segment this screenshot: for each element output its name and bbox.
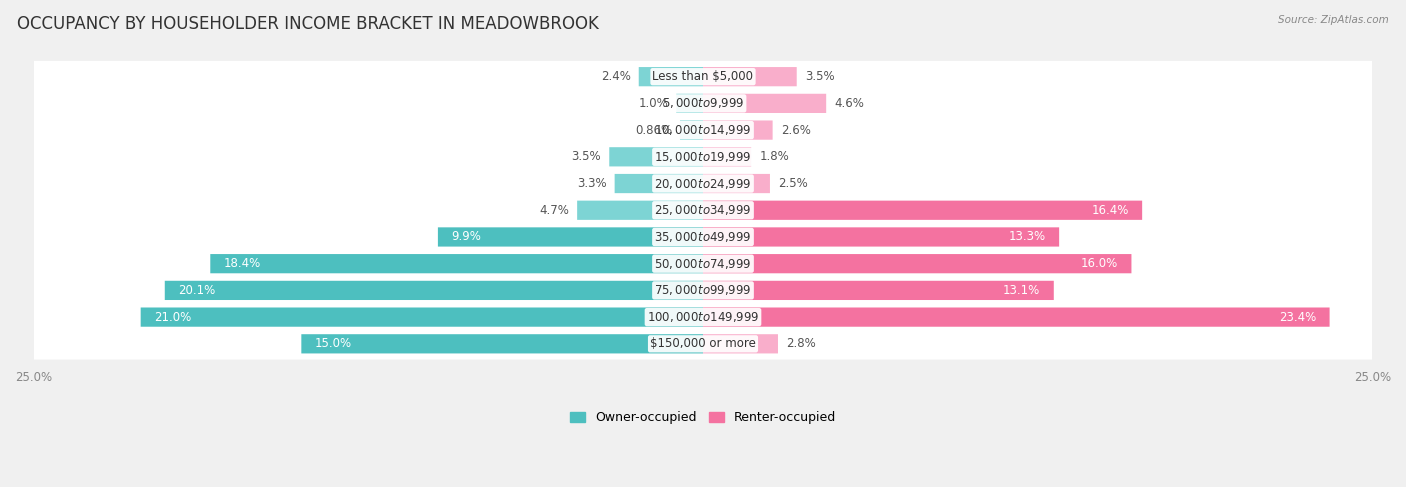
FancyBboxPatch shape <box>703 334 778 354</box>
Text: $50,000 to $74,999: $50,000 to $74,999 <box>654 257 752 271</box>
Text: 20.1%: 20.1% <box>179 284 215 297</box>
Text: 16.0%: 16.0% <box>1081 257 1118 270</box>
Text: 15.0%: 15.0% <box>315 337 352 350</box>
FancyBboxPatch shape <box>703 307 1330 327</box>
FancyBboxPatch shape <box>165 281 703 300</box>
FancyBboxPatch shape <box>30 194 1376 226</box>
Text: 1.0%: 1.0% <box>638 97 668 110</box>
Text: OCCUPANCY BY HOUSEHOLDER INCOME BRACKET IN MEADOWBROOK: OCCUPANCY BY HOUSEHOLDER INCOME BRACKET … <box>17 15 599 33</box>
Text: Source: ZipAtlas.com: Source: ZipAtlas.com <box>1278 15 1389 25</box>
Text: 23.4%: 23.4% <box>1279 311 1316 323</box>
FancyBboxPatch shape <box>30 221 1376 253</box>
Text: 4.6%: 4.6% <box>834 97 865 110</box>
Text: $75,000 to $99,999: $75,000 to $99,999 <box>654 283 752 298</box>
Text: 18.4%: 18.4% <box>224 257 262 270</box>
FancyBboxPatch shape <box>614 174 703 193</box>
FancyBboxPatch shape <box>211 254 703 273</box>
Text: 3.3%: 3.3% <box>576 177 606 190</box>
FancyBboxPatch shape <box>703 120 773 140</box>
FancyBboxPatch shape <box>30 114 1376 146</box>
Text: 13.3%: 13.3% <box>1008 230 1046 244</box>
FancyBboxPatch shape <box>703 281 1053 300</box>
FancyBboxPatch shape <box>30 248 1376 280</box>
FancyBboxPatch shape <box>703 94 827 113</box>
FancyBboxPatch shape <box>576 201 703 220</box>
Text: 3.5%: 3.5% <box>572 150 602 163</box>
Text: 21.0%: 21.0% <box>155 311 191 323</box>
FancyBboxPatch shape <box>30 61 1376 93</box>
FancyBboxPatch shape <box>703 254 1132 273</box>
Text: 9.9%: 9.9% <box>451 230 481 244</box>
Text: 16.4%: 16.4% <box>1091 204 1129 217</box>
Text: 3.5%: 3.5% <box>804 70 834 83</box>
Text: 2.6%: 2.6% <box>780 124 810 136</box>
Text: 1.8%: 1.8% <box>759 150 789 163</box>
FancyBboxPatch shape <box>703 227 1059 246</box>
FancyBboxPatch shape <box>30 141 1376 172</box>
Text: 13.1%: 13.1% <box>1002 284 1040 297</box>
Text: 2.8%: 2.8% <box>786 337 815 350</box>
Text: $15,000 to $19,999: $15,000 to $19,999 <box>654 150 752 164</box>
Text: 2.4%: 2.4% <box>600 70 631 83</box>
Text: 0.86%: 0.86% <box>636 124 672 136</box>
Text: $100,000 to $149,999: $100,000 to $149,999 <box>647 310 759 324</box>
Text: 2.5%: 2.5% <box>778 177 807 190</box>
FancyBboxPatch shape <box>30 301 1376 333</box>
FancyBboxPatch shape <box>703 201 1142 220</box>
FancyBboxPatch shape <box>30 168 1376 199</box>
FancyBboxPatch shape <box>30 275 1376 306</box>
Text: $25,000 to $34,999: $25,000 to $34,999 <box>654 203 752 217</box>
Legend: Owner-occupied, Renter-occupied: Owner-occupied, Renter-occupied <box>565 406 841 429</box>
FancyBboxPatch shape <box>609 147 703 167</box>
FancyBboxPatch shape <box>676 94 703 113</box>
Text: 4.7%: 4.7% <box>540 204 569 217</box>
FancyBboxPatch shape <box>30 328 1376 359</box>
Text: $35,000 to $49,999: $35,000 to $49,999 <box>654 230 752 244</box>
Text: $20,000 to $24,999: $20,000 to $24,999 <box>654 176 752 190</box>
FancyBboxPatch shape <box>30 88 1376 119</box>
FancyBboxPatch shape <box>703 174 770 193</box>
Text: Less than $5,000: Less than $5,000 <box>652 70 754 83</box>
Text: $10,000 to $14,999: $10,000 to $14,999 <box>654 123 752 137</box>
FancyBboxPatch shape <box>703 147 751 167</box>
Text: $5,000 to $9,999: $5,000 to $9,999 <box>662 96 744 111</box>
FancyBboxPatch shape <box>301 334 703 354</box>
FancyBboxPatch shape <box>681 120 703 140</box>
FancyBboxPatch shape <box>638 67 703 86</box>
FancyBboxPatch shape <box>703 67 797 86</box>
FancyBboxPatch shape <box>437 227 703 246</box>
FancyBboxPatch shape <box>141 307 703 327</box>
Text: $150,000 or more: $150,000 or more <box>650 337 756 350</box>
